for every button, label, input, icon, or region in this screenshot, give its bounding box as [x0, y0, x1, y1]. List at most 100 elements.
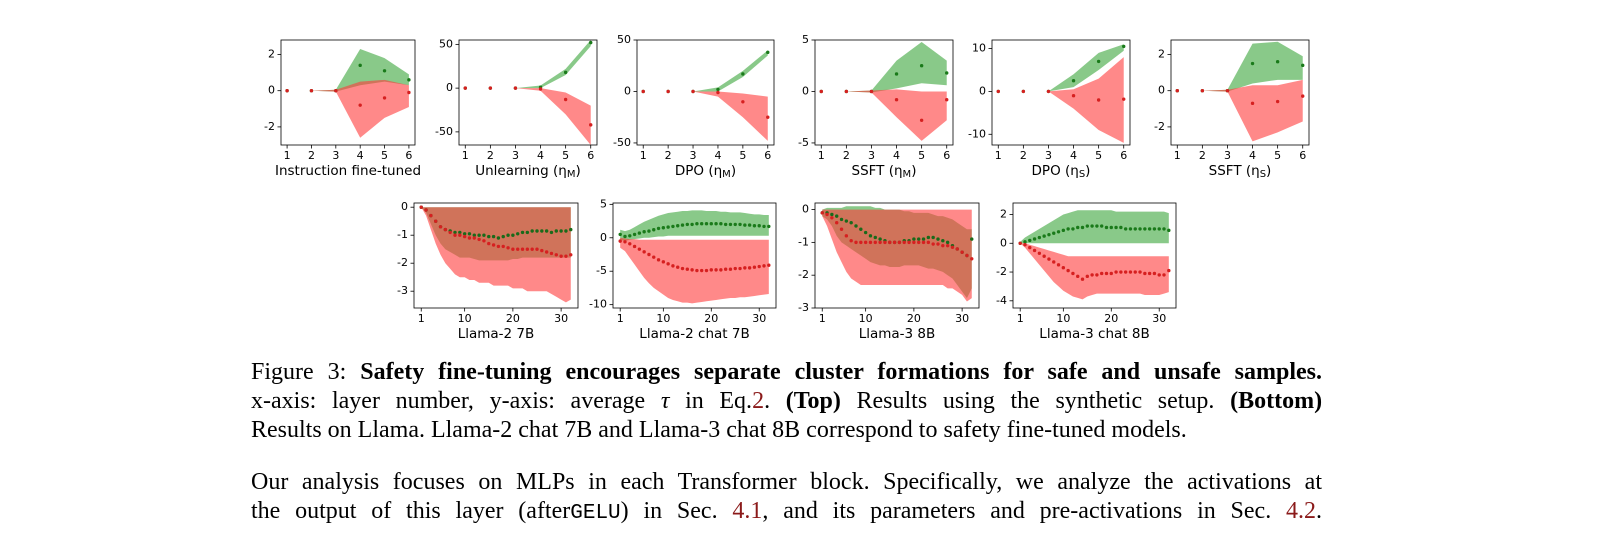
point — [695, 268, 699, 273]
point — [743, 266, 747, 270]
point — [1047, 257, 1051, 261]
caption-text: Results using the synthetic setup. — [856, 388, 1215, 414]
point — [488, 86, 493, 90]
point — [501, 234, 505, 239]
point — [424, 208, 428, 212]
point — [1122, 97, 1126, 101]
point — [506, 246, 510, 250]
point — [945, 71, 949, 75]
point — [671, 224, 675, 229]
paragraph-text: Our analysis focuses on MLPs in each Tra… — [251, 469, 1322, 495]
point — [1119, 270, 1123, 274]
point — [1123, 227, 1128, 231]
x-tick-label: 6 — [1120, 149, 1127, 162]
point — [544, 229, 549, 233]
point — [309, 88, 314, 93]
point — [496, 244, 501, 249]
point — [448, 230, 452, 235]
point — [666, 225, 670, 229]
point — [970, 237, 974, 241]
point — [1099, 271, 1104, 276]
x-axis-label-text: ) — [1266, 163, 1271, 179]
point — [501, 244, 505, 249]
x-tick-label: 3 — [690, 149, 697, 162]
point — [544, 250, 549, 254]
y-tick-label: 0 — [979, 84, 986, 97]
point — [1090, 273, 1094, 277]
y-tick-label: -3 — [397, 284, 408, 297]
x-tick-label: 4 — [357, 149, 364, 162]
point — [766, 115, 770, 119]
x-tick-label: 2 — [487, 149, 494, 162]
point — [535, 229, 539, 233]
section-ref[interactable]: 4.1 — [732, 498, 763, 524]
x-tick-label: 10 — [656, 312, 670, 325]
x-tick-label: 5 — [918, 149, 925, 162]
x-tick-label: 2 — [1020, 149, 1027, 162]
point — [931, 242, 935, 246]
point — [926, 235, 931, 240]
point — [767, 263, 771, 267]
x-tick-label: 30 — [554, 312, 568, 325]
point — [883, 240, 887, 245]
point — [1301, 63, 1305, 68]
x-tick-label: 1 — [819, 312, 826, 325]
point — [685, 222, 690, 227]
point — [1200, 88, 1205, 93]
x-tick-label: 1 — [462, 149, 469, 162]
x-tick-label: 10 — [859, 312, 873, 325]
point — [1080, 277, 1085, 281]
point — [491, 243, 496, 247]
point — [680, 223, 685, 227]
point — [859, 240, 863, 245]
point — [458, 233, 462, 237]
band — [465, 40, 591, 89]
point — [1138, 227, 1142, 231]
x-tick-label: 6 — [764, 149, 771, 162]
axes-frame — [612, 202, 777, 309]
point — [1109, 271, 1113, 276]
point — [704, 268, 709, 273]
subplot: -3 -2 -1 0 1 10 20 30 Llama-2 7B — [397, 200, 579, 342]
point — [741, 72, 745, 76]
x-tick-label: 20 — [907, 312, 921, 325]
x-axis-label-text: DPO (η — [675, 163, 722, 179]
band — [421, 207, 571, 303]
section-ref[interactable]: 4.2 — [1286, 498, 1317, 524]
point — [996, 89, 1000, 94]
paragraph-text: , and its parameters and pre-activations… — [762, 498, 1272, 524]
x-axis-label-sub: S — [1260, 169, 1266, 180]
point — [666, 89, 670, 94]
point — [1071, 271, 1075, 276]
point — [506, 233, 510, 237]
point — [723, 267, 728, 271]
x-tick-label: 6 — [587, 149, 594, 162]
point — [540, 248, 544, 253]
point — [1147, 227, 1152, 231]
point — [1114, 225, 1118, 230]
band — [821, 89, 947, 141]
x-tick-label: 5 — [562, 149, 569, 162]
point — [830, 216, 834, 220]
point — [695, 222, 699, 226]
point — [733, 222, 737, 227]
point — [1052, 231, 1056, 235]
subplot: -5 0 5 1 2 3 4 5 6 SSFT (ηM) — [798, 33, 954, 180]
x-axis-label: Unlearning (ηM) — [475, 163, 581, 180]
point — [520, 247, 525, 251]
point — [844, 89, 849, 94]
point — [1119, 225, 1123, 230]
point — [868, 234, 873, 238]
equation-ref[interactable]: 2 — [752, 388, 765, 414]
point — [699, 222, 704, 226]
caption-line: Figure 3: Safety fine-tuning encourages … — [251, 358, 1322, 387]
point — [623, 234, 627, 239]
axes-frame — [280, 39, 416, 146]
band — [620, 210, 769, 242]
x-axis-label-sub: S — [1079, 169, 1085, 180]
point — [1143, 271, 1147, 276]
x-tick-label: 2 — [308, 149, 315, 162]
